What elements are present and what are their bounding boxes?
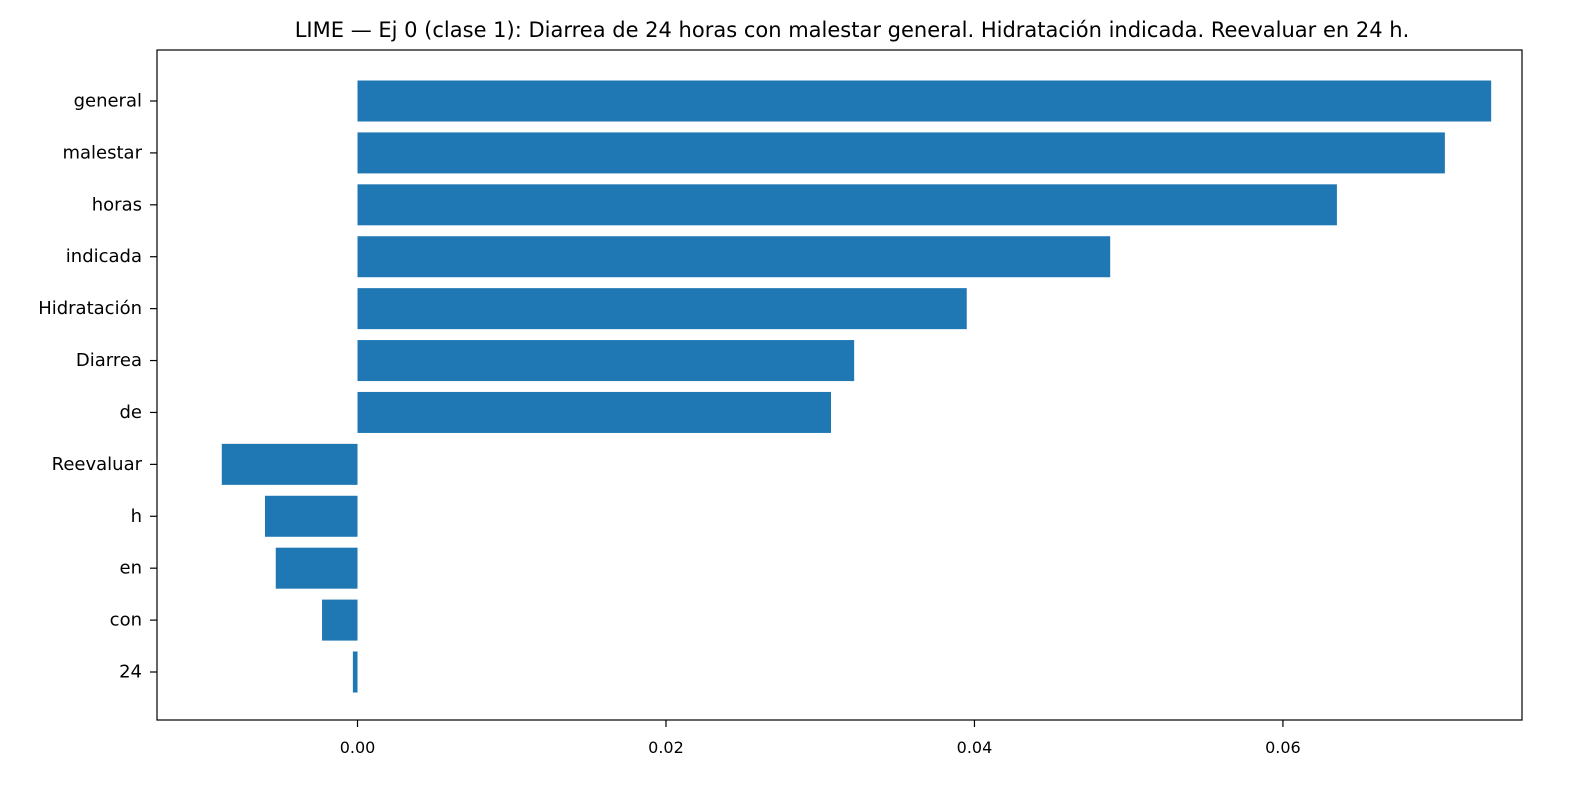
plot-frame: [156, 49, 1523, 721]
x-tick-label: 0.02: [648, 738, 684, 757]
y-tick-label: h: [131, 506, 142, 527]
bar-hidratación: [357, 288, 967, 330]
bar-de: [357, 391, 832, 433]
x-tick-label: 0.00: [340, 738, 376, 757]
bar-diarrea: [357, 340, 855, 382]
y-tick-label: Reevaluar: [52, 454, 143, 475]
bar-horas: [357, 184, 1337, 226]
y-tick-label: general: [74, 91, 142, 112]
y-tick-label: Hidratación: [38, 298, 142, 319]
y-axis-ticks: general malestar horas indicada Hidratación D…: [38, 91, 157, 683]
bar-en: [275, 547, 358, 589]
x-axis-ticks: 0.00 0.02 0.04 0.06: [340, 720, 1301, 757]
y-tick-label: malestar: [62, 142, 142, 163]
bar-h: [264, 495, 358, 537]
y-tick-label: con: [110, 610, 142, 631]
y-tick-label: de: [120, 402, 143, 423]
y-tick-label: indicada: [66, 246, 142, 267]
y-tick-label: horas: [92, 194, 142, 215]
bar-general: [357, 80, 1492, 122]
bar-indicada: [357, 236, 1111, 278]
bar-malestar: [357, 132, 1445, 174]
bar-reevaluar: [221, 443, 358, 485]
y-tick-label: en: [120, 558, 142, 579]
chart-title: LIME — Ej 0 (clase 1): Diarrea de 24 hor…: [295, 18, 1410, 42]
bar-con: [322, 599, 358, 641]
x-tick-label: 0.06: [1265, 738, 1301, 757]
x-tick-label: 0.04: [957, 738, 993, 757]
bars-group: [221, 80, 1492, 693]
y-tick-label: Diarrea: [76, 350, 142, 371]
bar-24: [352, 651, 358, 693]
y-tick-label: 24: [119, 662, 142, 683]
